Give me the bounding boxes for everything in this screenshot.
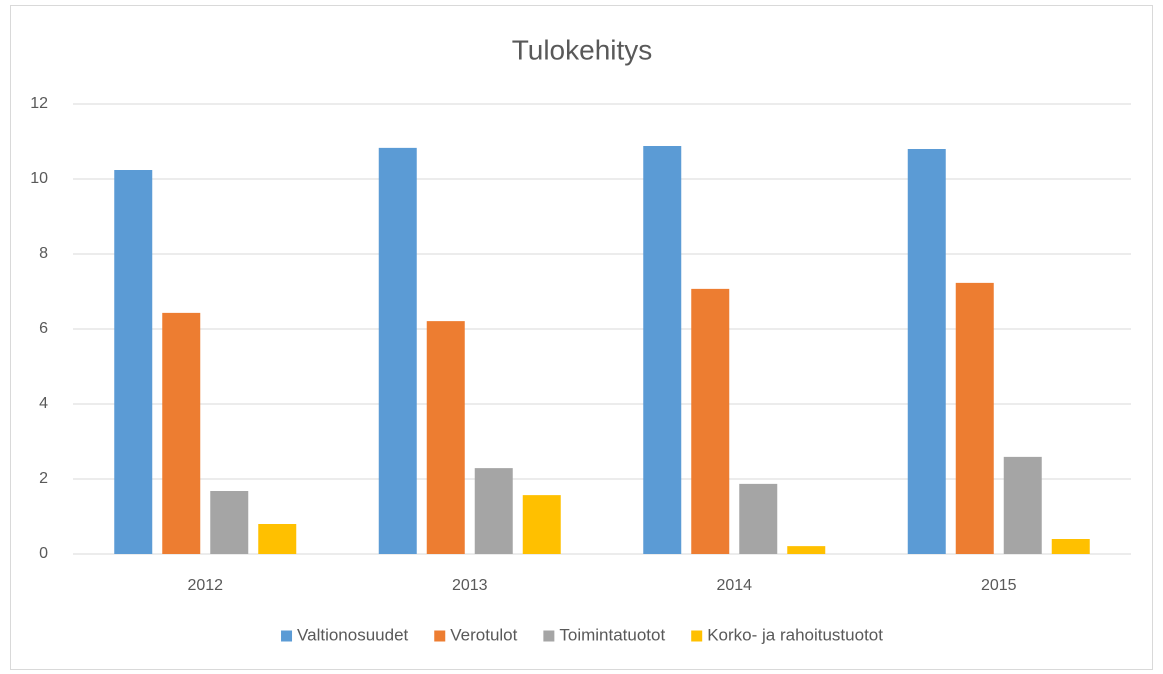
y-tick-label: 10 bbox=[30, 170, 48, 187]
bar bbox=[739, 483, 778, 554]
x-tick-label: 2014 bbox=[716, 577, 752, 594]
x-tick-label: 2015 bbox=[981, 577, 1017, 594]
y-tick-label: 6 bbox=[39, 320, 48, 337]
bar bbox=[787, 546, 826, 554]
legend-label: Valtionosuudet bbox=[297, 625, 408, 644]
x-tick-label: 2013 bbox=[452, 577, 488, 594]
x-tick-label: 2012 bbox=[187, 577, 223, 594]
bar bbox=[955, 282, 994, 554]
legend-swatch bbox=[543, 630, 555, 642]
y-tick-label: 4 bbox=[39, 395, 48, 412]
legend-swatch bbox=[434, 630, 446, 642]
bar bbox=[1051, 539, 1090, 554]
bar bbox=[162, 312, 201, 554]
bar bbox=[114, 170, 153, 554]
bar bbox=[907, 149, 946, 554]
legend-label: Verotulot bbox=[450, 625, 517, 644]
y-tick-label: 0 bbox=[39, 545, 48, 562]
legend-label: Korko- ja rahoitustuotot bbox=[707, 625, 883, 644]
bar bbox=[643, 146, 682, 554]
y-tick-label: 2 bbox=[39, 470, 48, 487]
legend-swatch bbox=[281, 630, 293, 642]
legend-label: Toimintatuotot bbox=[559, 625, 665, 644]
bar bbox=[474, 468, 513, 554]
bar bbox=[522, 495, 561, 554]
bar bbox=[691, 288, 730, 554]
bar bbox=[378, 147, 417, 554]
bar bbox=[210, 491, 249, 554]
y-tick-label: 12 bbox=[30, 95, 48, 112]
legend-swatch bbox=[691, 630, 703, 642]
bar bbox=[258, 524, 297, 554]
bar bbox=[426, 321, 465, 554]
bar bbox=[1003, 456, 1042, 554]
chart-title: Tulokehitys bbox=[512, 34, 653, 65]
y-tick-label: 8 bbox=[39, 245, 48, 262]
